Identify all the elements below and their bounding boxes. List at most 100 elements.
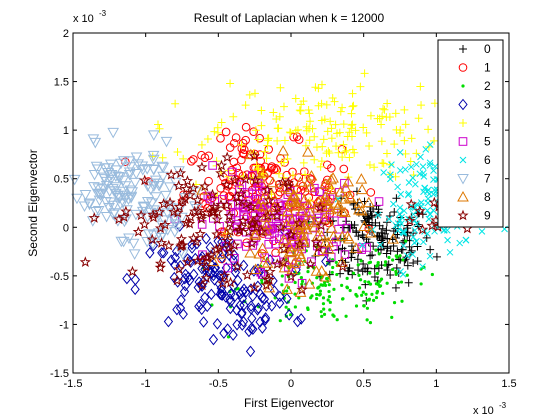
data-point (315, 297, 319, 301)
data-point (396, 210, 403, 218)
data-point (366, 251, 375, 260)
data-point (254, 182, 264, 191)
data-point (304, 214, 317, 225)
data-point (189, 155, 198, 164)
data-point (365, 306, 370, 310)
data-point (413, 257, 422, 266)
data-point (364, 215, 373, 224)
data-point (123, 167, 136, 179)
chart-title: Result of Laplacian when k = 12000 (194, 11, 385, 25)
data-point (100, 197, 112, 208)
legend-marker (458, 137, 468, 146)
y-tick-label: 1.5 (54, 77, 69, 89)
data-point (147, 154, 160, 166)
data-point (385, 281, 389, 285)
data-point (348, 270, 357, 279)
data-point (214, 248, 227, 259)
data-point (206, 188, 219, 200)
data-point (285, 270, 297, 282)
data-point (339, 120, 348, 129)
data-point (393, 247, 402, 256)
data-point (348, 145, 357, 154)
data-point (138, 201, 150, 213)
data-point (318, 213, 330, 224)
data-point (344, 314, 348, 318)
data-point (223, 263, 233, 273)
data-point (279, 102, 288, 111)
data-point (128, 249, 141, 260)
data-point (348, 120, 357, 129)
data-point (211, 213, 223, 225)
data-point (359, 259, 363, 263)
data-point (148, 164, 160, 176)
data-point (407, 134, 416, 143)
data-point (264, 221, 274, 231)
data-point (184, 211, 197, 222)
data-point (171, 274, 183, 286)
data-point (159, 190, 172, 202)
data-point (158, 153, 167, 162)
data-point (271, 201, 284, 213)
data-point (117, 156, 130, 167)
y-exponent-power: -3 (99, 9, 107, 18)
data-point (241, 189, 250, 199)
data-point (343, 132, 352, 141)
data-point (397, 220, 405, 227)
data-point (247, 217, 259, 228)
data-point (202, 251, 214, 263)
data-point (113, 213, 125, 225)
data-point (169, 219, 182, 230)
data-point (120, 205, 132, 217)
data-point (304, 181, 317, 192)
data-point (325, 173, 338, 185)
data-point (257, 106, 266, 115)
data-point (237, 292, 247, 305)
data-point (343, 190, 356, 202)
data-point (234, 224, 246, 235)
data-point (271, 258, 283, 269)
data-point (426, 211, 434, 218)
data-point (345, 276, 349, 280)
data-point (223, 210, 235, 221)
x-exponent-power: -3 (499, 401, 507, 410)
data-point (379, 159, 388, 168)
data-point (254, 164, 263, 173)
data-point (292, 315, 303, 328)
data-point (107, 127, 120, 139)
data-point (321, 302, 326, 306)
x-tick-label: -1 (141, 378, 151, 390)
data-point (398, 245, 407, 254)
data-point (195, 298, 206, 311)
data-point (319, 310, 323, 314)
data-point (237, 140, 246, 149)
data-point (409, 259, 418, 268)
data-point (293, 217, 305, 228)
data-point (390, 315, 394, 319)
data-point (168, 227, 181, 238)
data-point (354, 304, 359, 308)
data-point (327, 294, 332, 299)
data-point (215, 159, 228, 171)
data-point (248, 281, 260, 293)
data-point (211, 228, 223, 240)
data-point (371, 298, 376, 302)
data-point (177, 195, 189, 207)
data-point (392, 194, 401, 203)
data-point (310, 155, 319, 164)
data-point (231, 261, 241, 274)
data-point (256, 156, 265, 166)
data-point (356, 82, 365, 91)
data-point (294, 176, 307, 187)
data-point (426, 219, 438, 231)
data-point (154, 257, 167, 269)
data-point (220, 226, 233, 238)
data-point (426, 252, 434, 260)
data-point (342, 217, 351, 226)
data-point (376, 241, 384, 249)
data-point (230, 253, 239, 263)
data-point (233, 224, 245, 236)
data-point (376, 282, 381, 287)
data-point (253, 302, 264, 314)
data-point (122, 272, 132, 285)
data-point (331, 265, 335, 270)
